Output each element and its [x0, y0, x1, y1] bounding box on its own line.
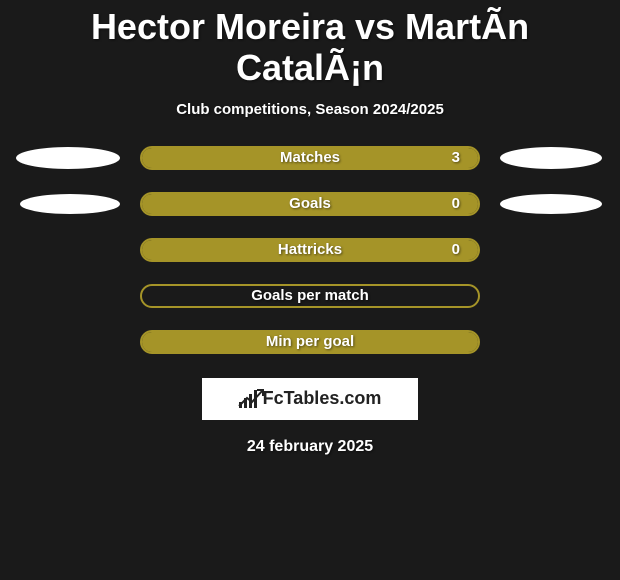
date-label: 24 february 2025 — [247, 438, 373, 456]
brand-logo: FcTables.com — [202, 378, 418, 420]
stat-bar: Min per goal — [140, 330, 480, 354]
stat-rows: Matches 3 Goals 0 Hattricks 0 Goals per match M… — [0, 146, 620, 354]
left-player-ellipse — [20, 194, 120, 214]
left-player-ellipse — [16, 147, 120, 169]
stat-label: Hattricks — [278, 241, 342, 258]
stat-label: Goals — [289, 195, 331, 212]
subtitle: Club competitions, Season 2024/2025 — [176, 101, 444, 118]
stat-row: Hattricks 0 — [0, 238, 620, 262]
page-title: Hector Moreira vs MartÃ­n CatalÃ¡n — [0, 0, 620, 89]
right-player-ellipse — [500, 147, 602, 169]
stat-label: Matches — [280, 149, 340, 166]
stat-row: Goals 0 — [0, 192, 620, 216]
stat-bar: Hattricks 0 — [140, 238, 480, 262]
stat-bar: Goals per match — [140, 284, 480, 308]
stat-row: Goals per match — [0, 284, 620, 308]
stat-label: Goals per match — [251, 287, 369, 304]
right-player-ellipse — [500, 194, 602, 214]
brand-text: FcTables.com — [263, 388, 382, 409]
logo-arrow-icon — [237, 388, 265, 408]
stat-value: 0 — [452, 241, 460, 258]
logo-bars-icon — [239, 390, 257, 408]
stat-label: Min per goal — [266, 333, 354, 350]
stat-value: 0 — [452, 195, 460, 212]
stat-value: 3 — [452, 149, 460, 166]
stat-row: Min per goal — [0, 330, 620, 354]
stat-bar: Goals 0 — [140, 192, 480, 216]
stat-row: Matches 3 — [0, 146, 620, 170]
comparison-card: Hector Moreira vs MartÃ­n CatalÃ¡n Club … — [0, 0, 620, 580]
stat-bar: Matches 3 — [140, 146, 480, 170]
